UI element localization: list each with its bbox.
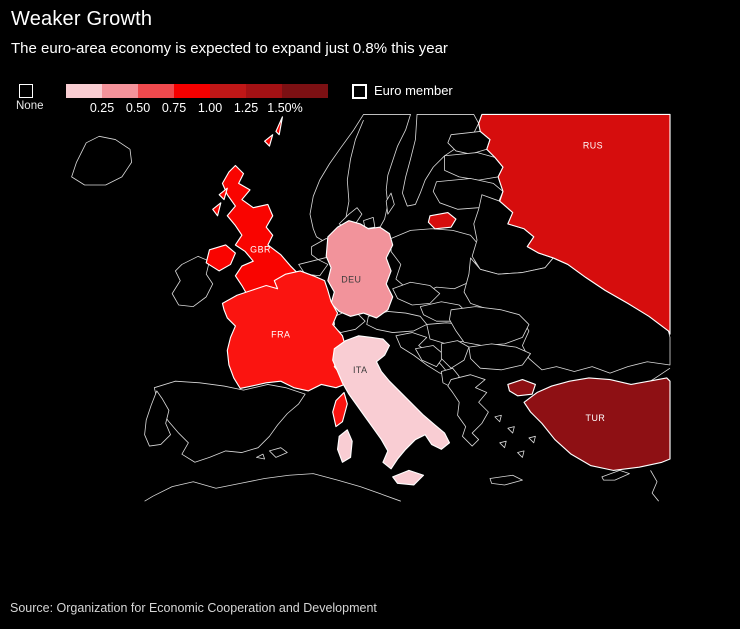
legend-color-scale: 0.25 0.50 0.75 1.00 1.25 1.50%	[66, 84, 328, 115]
aegean-island	[528, 435, 536, 444]
country-turkey	[523, 377, 671, 471]
scale-swatch	[282, 84, 328, 98]
island-ibiza	[256, 453, 265, 460]
aegean-island	[494, 414, 502, 423]
none-swatch-icon	[19, 84, 33, 98]
island-crete	[489, 474, 523, 486]
coast-levant	[650, 470, 659, 502]
country-austria	[366, 311, 428, 333]
scale-tick: 0.50	[126, 101, 150, 115]
scale-swatch	[102, 84, 138, 98]
country-bulgaria	[468, 343, 531, 371]
country-iceland	[71, 135, 133, 186]
none-label: None	[16, 100, 44, 112]
coast-north-africa	[144, 473, 401, 502]
scale-tick: 1.25	[234, 101, 258, 115]
country-greece	[447, 374, 489, 447]
label-rus: RUS	[583, 140, 603, 150]
country-serbia	[440, 340, 470, 369]
country-kaliningrad	[427, 211, 457, 230]
scale-swatch	[174, 84, 210, 98]
island-balearic	[269, 447, 288, 458]
legend-none: None	[16, 84, 65, 112]
country-russia	[478, 113, 671, 335]
legend-euro-member: Euro member	[352, 83, 453, 99]
country-portugal	[144, 390, 171, 447]
country-italy	[332, 335, 451, 470]
euro-member-swatch-icon	[352, 84, 367, 99]
scale-tick: 0.75	[162, 101, 186, 115]
scale-tick: 1.50%	[267, 101, 302, 115]
page-title: Weaker Growth	[11, 8, 153, 30]
europe-map-svg: RUS GBR DEU FRA ITA TUR	[71, 113, 671, 502]
country-ireland	[171, 255, 214, 307]
country-turkey-thrace	[507, 379, 536, 397]
island-corsica	[332, 391, 348, 428]
label-gbr: GBR	[250, 244, 271, 254]
label-deu: DEU	[341, 274, 361, 284]
scale-tick: 1.00	[198, 101, 222, 115]
island-cyprus	[601, 469, 630, 481]
island-hebrides	[212, 202, 222, 217]
scale-swatch	[138, 84, 174, 98]
island-shetland	[275, 116, 283, 136]
aegean-island	[507, 426, 515, 434]
scale-swatch	[210, 84, 246, 98]
aegean-island	[499, 440, 507, 449]
country-germany	[325, 220, 394, 319]
chart-subtitle: The euro-area economy is expected to exp…	[11, 40, 448, 57]
island-hebrides	[218, 187, 228, 201]
label-ita: ITA	[353, 365, 368, 375]
scale-swatch	[246, 84, 282, 98]
scale-tick: 0.25	[90, 101, 114, 115]
label-tur: TUR	[586, 413, 606, 423]
country-bosnia	[415, 345, 446, 367]
island-gotland	[385, 192, 395, 215]
europe-map: RUS GBR DEU FRA ITA TUR	[0, 112, 740, 592]
island-sardinia	[337, 429, 353, 463]
country-czechia	[392, 281, 441, 306]
country-northern-ireland	[205, 244, 236, 272]
island-orkney	[264, 134, 274, 147]
label-fra: FRA	[271, 329, 290, 339]
euro-member-label: Euro member	[374, 83, 453, 98]
country-romania	[449, 306, 530, 346]
island-sicily	[392, 469, 425, 486]
country-spain	[153, 380, 306, 463]
scale-swatch	[66, 84, 102, 98]
aegean-island	[517, 450, 525, 458]
source-line: Source: Organization for Economic Cooper…	[10, 601, 377, 615]
